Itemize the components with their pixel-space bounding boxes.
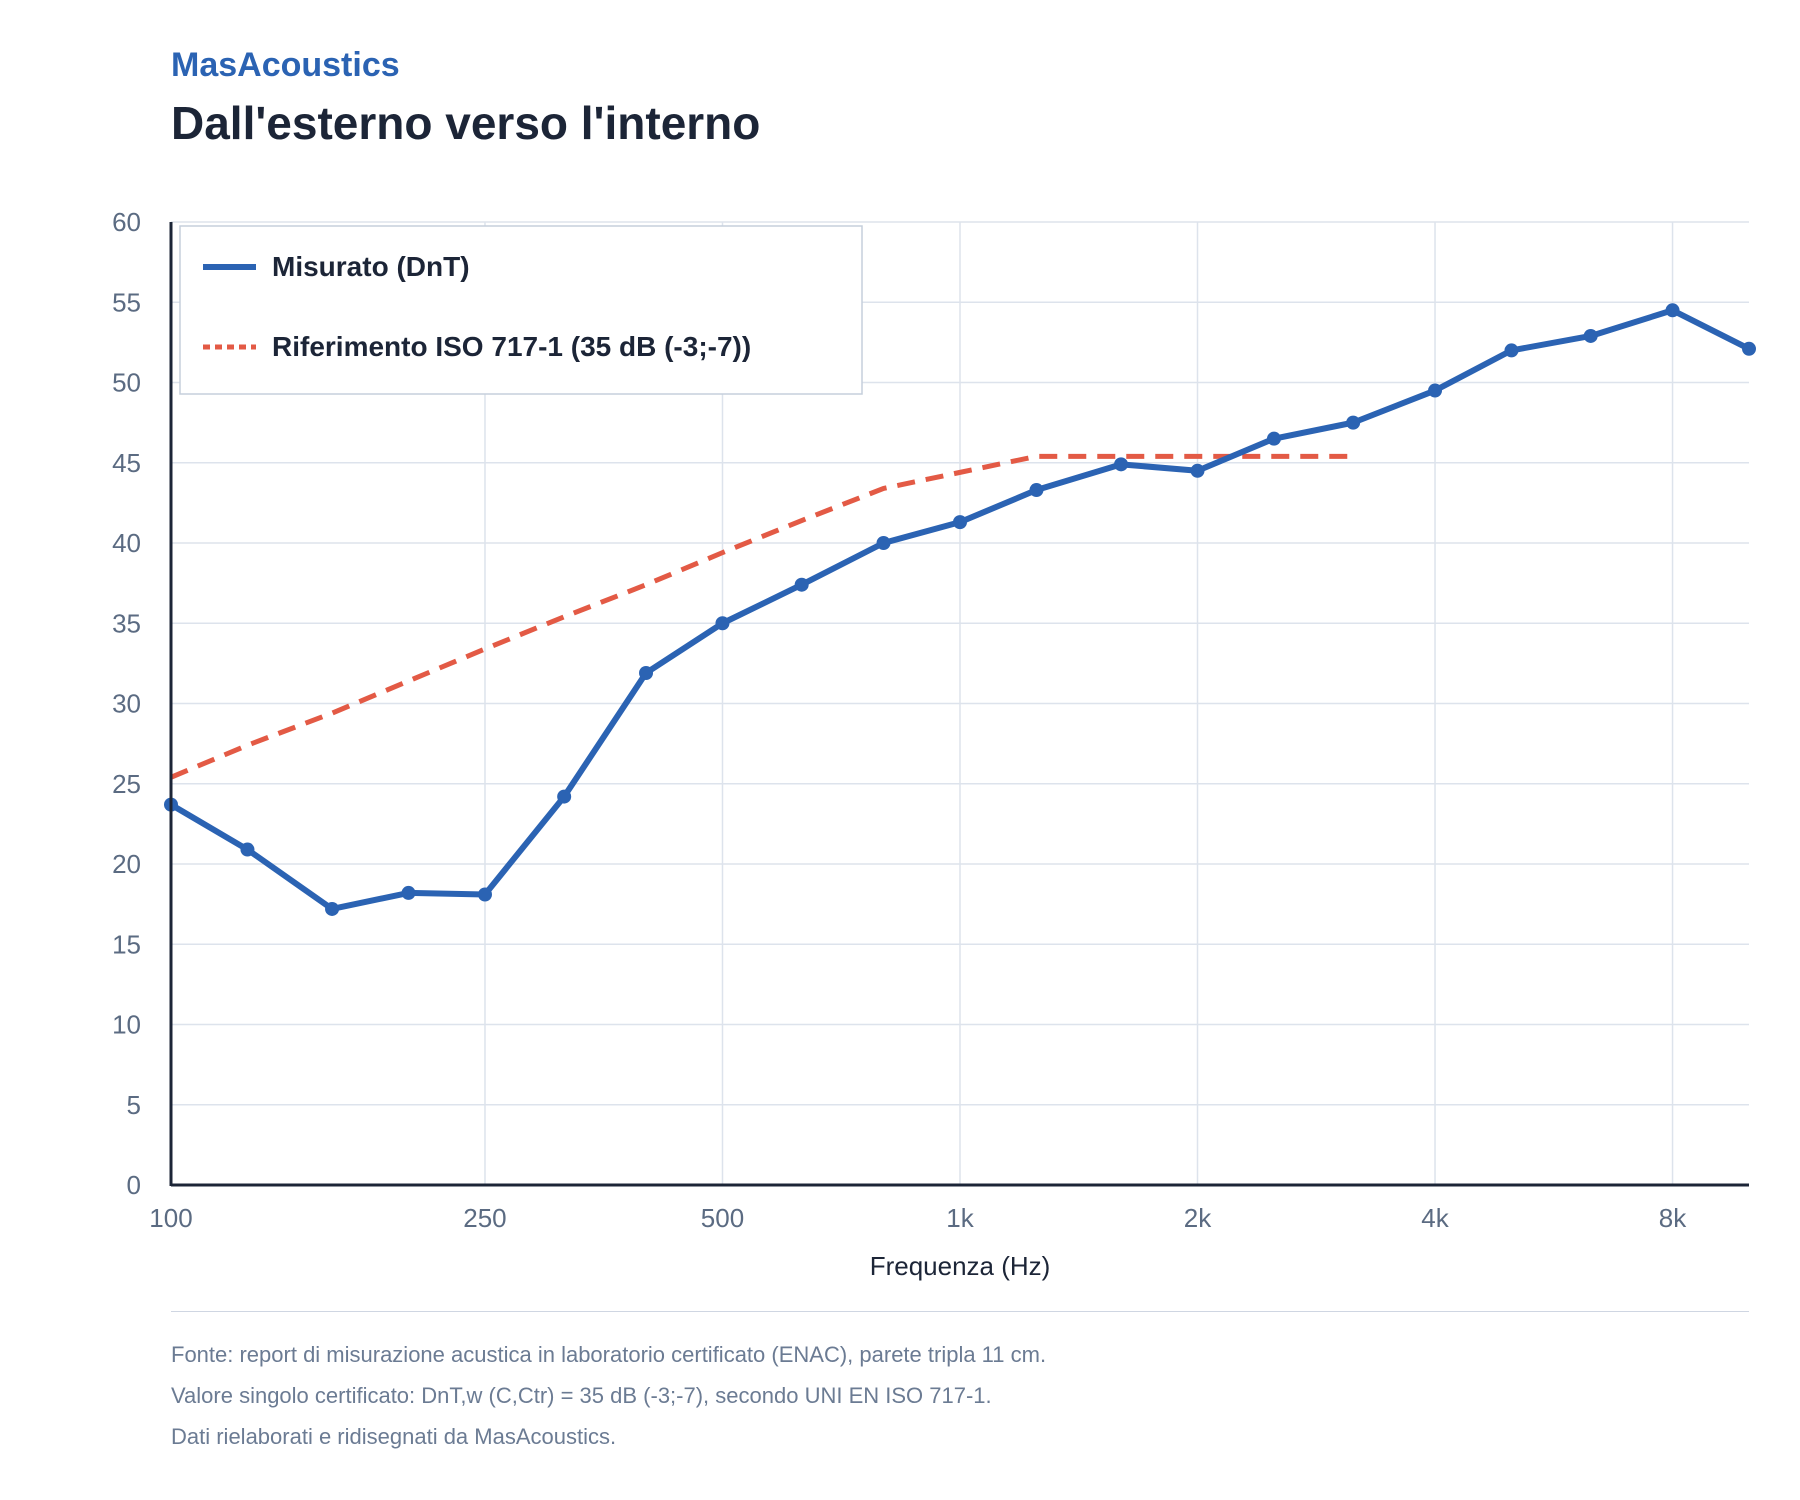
y-tick-label: 20 — [112, 849, 141, 879]
measured-point — [477, 887, 492, 902]
measured-point — [325, 901, 340, 916]
y-tick-label: 30 — [112, 689, 141, 719]
y-tick-label: 10 — [112, 1010, 141, 1040]
source-note: Fonte: report di misurazione acustica in… — [171, 1342, 1047, 1367]
y-tick-label: 35 — [112, 608, 141, 638]
legend-label-measured: Misurato (DnT) — [272, 251, 470, 282]
x-tick-label: 8k — [1659, 1203, 1687, 1233]
legend: Misurato (DnT) Riferimento ISO 717-1 (35 … — [179, 225, 863, 395]
y-tick-label: 60 — [112, 207, 141, 237]
y-tick-label: 5 — [127, 1090, 141, 1120]
y-tick-label: 40 — [112, 528, 141, 558]
x-tick-label: 2k — [1184, 1203, 1212, 1233]
measured-point — [1504, 343, 1519, 358]
x-tick-label: 1k — [946, 1203, 974, 1233]
y-tick-label: 25 — [112, 769, 141, 799]
measured-point — [1428, 383, 1443, 398]
y-tick-label: 55 — [112, 287, 141, 317]
measured-point — [794, 577, 809, 592]
measured-point — [1266, 431, 1281, 446]
measured-point — [557, 789, 572, 804]
credits-note: Dati rielaborati e ridisegnati da MasAco… — [171, 1424, 617, 1449]
line-chart: 0 5 10 15 20 25 30 35 40 45 50 55 60 100 250 500 1k 2k 4k 8… — [112, 207, 1756, 1281]
y-tick-label: 50 — [112, 368, 141, 398]
x-tick-label: 250 — [463, 1203, 506, 1233]
legend-box — [179, 225, 863, 395]
measured-point — [1346, 415, 1361, 430]
measured-point — [1742, 341, 1756, 356]
measured-point — [240, 842, 255, 857]
measured-point — [1583, 328, 1598, 343]
axes: 0 5 10 15 20 25 30 35 40 45 50 55 60 100 250 500 1k 2k 4k 8… — [112, 207, 1749, 1281]
chart-title: Dall'esterno verso l'interno — [171, 97, 761, 149]
single-value-note: Valore singolo certificato: DnT,w (C,Ctr… — [171, 1383, 992, 1408]
brand-name: MasAcoustics — [171, 46, 400, 84]
measured-point — [1029, 483, 1044, 498]
measured-point — [401, 885, 416, 900]
y-tick-label: 15 — [112, 929, 141, 959]
x-tick-label: 100 — [149, 1203, 192, 1233]
measured-point — [953, 515, 967, 530]
measured-point — [1665, 303, 1680, 318]
series-layer — [164, 303, 1756, 916]
series-reference-line — [170, 453, 1354, 780]
grid-lines — [171, 221, 1749, 1185]
measured-point — [876, 536, 891, 550]
footer-divider — [171, 1311, 1749, 1312]
measured-point — [715, 616, 730, 631]
measured-point — [1190, 463, 1205, 478]
legend-label-reference: Riferimento ISO 717-1 (35 dB (-3;-7)) — [272, 331, 751, 362]
measured-point — [1114, 457, 1129, 472]
y-tick-label: 0 — [127, 1170, 141, 1200]
x-tick-label: 500 — [701, 1203, 744, 1233]
x-tick-label: 4k — [1421, 1203, 1449, 1233]
y-tick-label: 45 — [112, 448, 141, 478]
measured-point — [639, 666, 654, 681]
x-axis-label: Frequenza (Hz) — [870, 1251, 1051, 1281]
